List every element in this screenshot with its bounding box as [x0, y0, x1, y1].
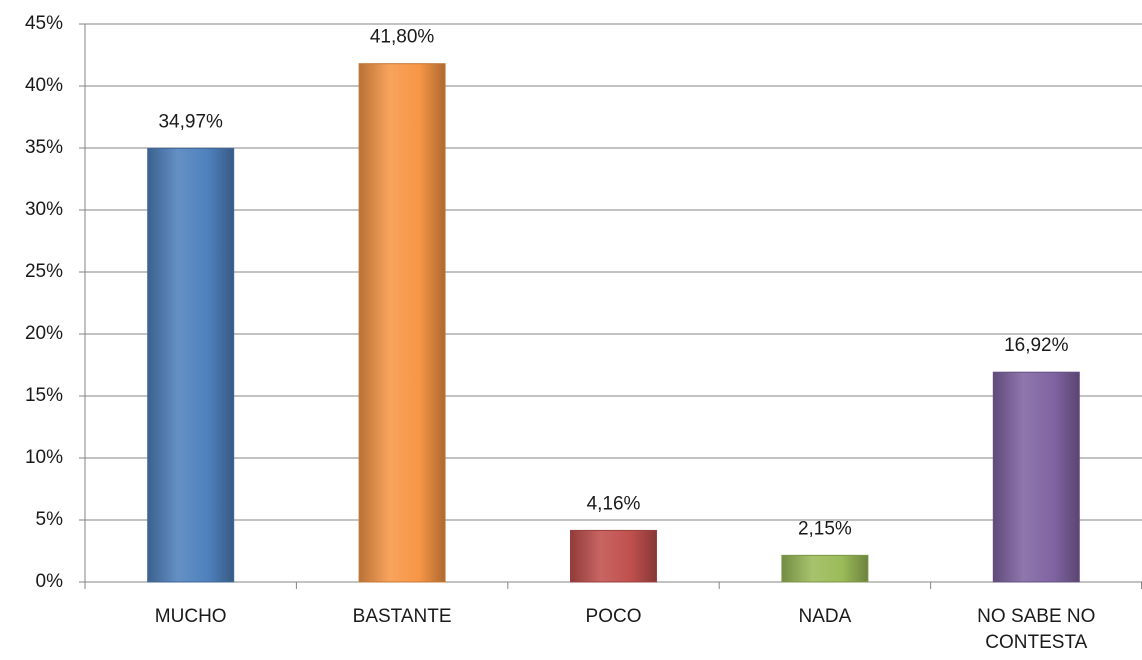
value-label: 2,15% — [798, 518, 852, 539]
x-tick-label: BASTANTE — [352, 606, 452, 627]
y-tick-label: 25% — [25, 261, 63, 282]
bar — [570, 529, 657, 583]
y-tick-label: 15% — [25, 385, 63, 406]
x-tick-label: NO SABE NO CONTESTA — [977, 606, 1096, 653]
value-label: 34,97% — [158, 111, 223, 132]
value-label: 4,16% — [587, 493, 641, 514]
bar — [358, 63, 446, 583]
value-label: 41,80% — [370, 27, 435, 48]
value-label: 16,92% — [1004, 335, 1069, 356]
y-tick-label: 30% — [25, 199, 63, 220]
y-tick-label: 20% — [25, 323, 63, 344]
x-tick-label: NADA — [798, 606, 852, 627]
y-tick-label: 40% — [25, 75, 63, 96]
y-tick-label: 35% — [25, 137, 63, 158]
y-tick-label: 45% — [25, 13, 63, 34]
x-tick-label: POCO — [585, 606, 642, 627]
y-tick-label: 5% — [36, 509, 64, 530]
bar — [147, 147, 235, 583]
bar — [781, 554, 869, 583]
y-tick-label: 0% — [36, 571, 64, 592]
y-tick-label: 10% — [25, 447, 63, 468]
bar — [992, 371, 1080, 583]
x-tick-label: MUCHO — [154, 606, 227, 627]
